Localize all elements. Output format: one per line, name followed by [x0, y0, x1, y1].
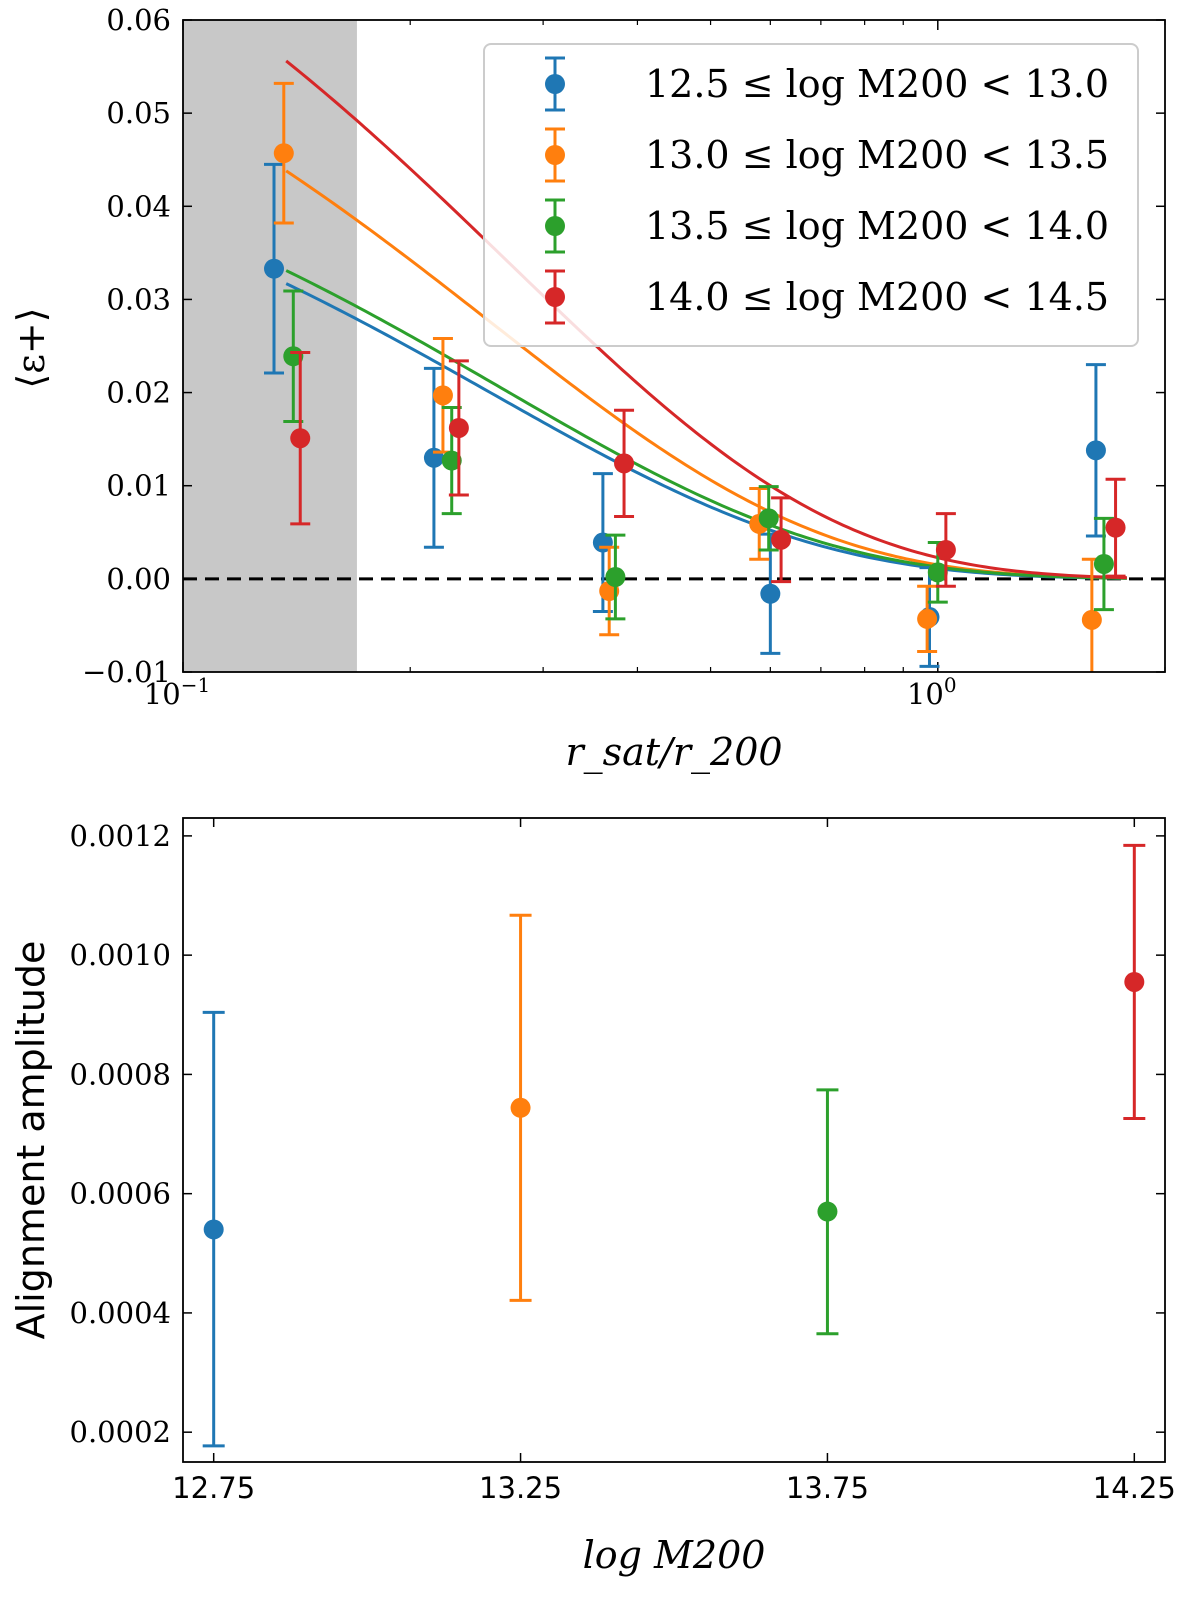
x-tick-exponent: −1	[181, 673, 210, 697]
x-tick-label: 14.25	[1093, 1471, 1176, 1505]
x-tick-label: 100	[907, 673, 957, 711]
y-tick-label: 0.0006	[70, 1177, 171, 1211]
legend-marker	[545, 287, 565, 307]
legend-label: 12.5 ≤ log M200 < 13.0	[645, 62, 1109, 106]
data-point	[1105, 517, 1126, 538]
legend-label: 14.0 ≤ log M200 < 14.5	[645, 275, 1109, 319]
legend-label: 13.0 ≤ log M200 < 13.5	[645, 133, 1109, 177]
data-points	[264, 81, 1126, 672]
x-tick-label: 10−1	[144, 673, 210, 711]
data-point	[1081, 609, 1102, 630]
data-point	[264, 258, 285, 279]
y-tick-label: 0.0008	[70, 1057, 171, 1091]
x-axis-label: log M200	[583, 1533, 766, 1577]
y-tick-label: 0.05	[106, 96, 171, 130]
data-point	[203, 1219, 224, 1240]
data-point	[605, 566, 626, 587]
y-tick-label: 0.00	[106, 562, 171, 596]
legend-marker	[545, 216, 565, 236]
fit-curve	[285, 59, 1127, 580]
y-tick-label: 0.0012	[70, 819, 171, 853]
data-point	[760, 583, 781, 604]
data-point	[1093, 553, 1114, 574]
y-tick-label: 0.01	[106, 469, 171, 503]
data-point	[917, 608, 938, 629]
data-point	[290, 428, 311, 449]
legend-label: 13.5 ≤ log M200 < 14.0	[645, 204, 1109, 248]
y-tick-label: 0.04	[106, 189, 171, 223]
y-tick-label: 0.0004	[70, 1296, 171, 1330]
data-point	[927, 562, 948, 583]
x-axis-label: r_sat/r_200	[565, 730, 782, 775]
data-point	[432, 385, 453, 406]
y-axis-label: ⟨ε+⟩	[9, 307, 53, 388]
data-point	[758, 508, 779, 529]
x-tick-label: 13.75	[786, 1471, 869, 1505]
fit-curve	[285, 269, 1127, 580]
top-axes-frame	[182, 19, 1166, 673]
data-point	[448, 417, 469, 438]
x-tick-exponent: 0	[944, 673, 957, 697]
y-tick-label: 0.0010	[70, 938, 171, 972]
fit-curves	[285, 59, 1127, 580]
y-axis-label: Alignment amplitude	[9, 941, 53, 1340]
data-point	[935, 539, 956, 560]
bottom-panel: 0.0002 0.0004 0.0006 0.0008 0.0010 0.0012 12.7…	[9, 817, 1176, 1577]
y-tick-label: 0.02	[106, 376, 171, 410]
legend-marker	[545, 74, 565, 94]
data-point	[771, 529, 792, 550]
data-point	[441, 450, 462, 471]
x-tick-label: 13.25	[479, 1471, 562, 1505]
data-point	[1085, 440, 1106, 461]
x-tick-base: 10	[144, 677, 181, 711]
shaded-region	[183, 20, 357, 672]
legend-box	[483, 43, 1139, 347]
legend-marker	[545, 145, 565, 165]
data-point	[614, 453, 635, 474]
x-tick-label: 12.75	[172, 1471, 255, 1505]
data-point	[273, 143, 294, 164]
data-point	[510, 1097, 531, 1118]
x-tick-base: 10	[907, 677, 944, 711]
y-tick-label: 0.03	[106, 282, 171, 316]
y-tick-label: 0.0002	[70, 1415, 171, 1449]
bottom-axes-frame	[182, 817, 1166, 1463]
data-point	[1124, 971, 1145, 992]
data-point	[817, 1201, 838, 1222]
y-tick-label: 0.06	[106, 3, 171, 37]
y-tick-label: −0.01	[82, 655, 171, 689]
